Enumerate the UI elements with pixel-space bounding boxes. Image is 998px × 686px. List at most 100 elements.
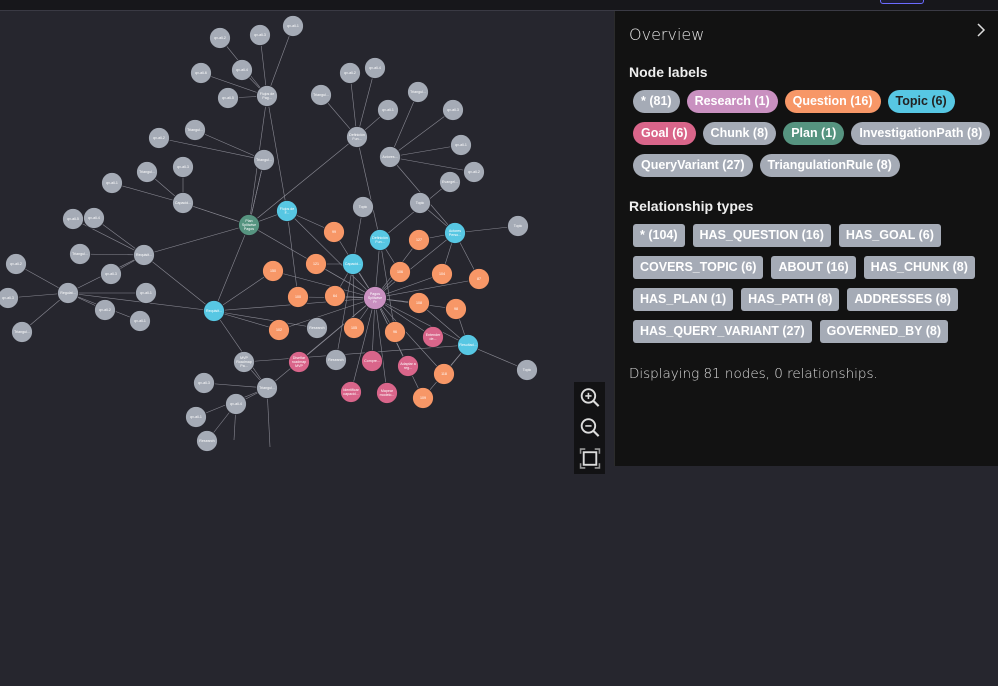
graph-edge[interactable] bbox=[379, 239, 396, 333]
graph-node-goal[interactable]: Mapear modelo... bbox=[376, 382, 398, 404]
relationship-type-chip[interactable]: HAS_GOAL (6) bbox=[838, 224, 941, 247]
relationship-type-chip[interactable]: HAS_QUERY_VARIANT (27) bbox=[633, 320, 812, 343]
graph-edge[interactable] bbox=[143, 254, 215, 312]
graph-node-question[interactable]: 96 bbox=[384, 321, 406, 343]
graph-node-queryvariant[interactable]: qv-all-1 bbox=[450, 134, 472, 156]
graph-edge[interactable] bbox=[389, 144, 462, 158]
graph-edge[interactable] bbox=[248, 136, 358, 226]
graph-node-chunk[interactable]: Topic bbox=[516, 359, 538, 381]
graph-node-topic[interactable]: Actores Perso... bbox=[444, 222, 466, 244]
graph-node-question[interactable]: 150 bbox=[262, 260, 284, 282]
relationship-type-chip[interactable]: GOVERNED_BY (8) bbox=[819, 320, 949, 343]
relationship-type-chip[interactable]: HAS_PATH (8) bbox=[741, 288, 840, 311]
graph-edge[interactable] bbox=[213, 224, 250, 312]
graph-edge[interactable] bbox=[194, 129, 265, 161]
node-label-chip[interactable]: Question (16) bbox=[784, 90, 881, 113]
graph-node-investigationpath[interactable]: Definición Fun... bbox=[346, 126, 368, 148]
graph-node-question[interactable]: 106 bbox=[389, 261, 411, 283]
graph-edge[interactable] bbox=[213, 310, 318, 329]
graph-node-queryvariant[interactable]: qv-all-1 bbox=[282, 15, 304, 37]
node-label-chip[interactable]: Plan (1) bbox=[783, 122, 845, 145]
graph-node-question[interactable]: 99 bbox=[323, 221, 345, 243]
graph-node-plan[interactable]: Plan Splitwise Pagos bbox=[238, 214, 260, 236]
graph-node-investigationpath[interactable]: Flujos de Pag... bbox=[256, 85, 278, 107]
graph-node-queryvariant[interactable]: qv-all-2 bbox=[94, 299, 116, 321]
graph-node-chunk[interactable]: Topic bbox=[352, 196, 374, 218]
graph-edge[interactable] bbox=[182, 202, 250, 226]
graph-node-triangulationrule[interactable]: Triangul... bbox=[407, 81, 429, 103]
graph-node-goal[interactable]: Diseñar roadmap MVP bbox=[288, 351, 310, 373]
graph-node-queryvariant[interactable]: qv-all-6 bbox=[190, 62, 212, 84]
relationship-type-chip[interactable]: COVERS_TOPIC (6) bbox=[633, 256, 764, 279]
node-label-chip[interactable]: QueryVariant (27) bbox=[633, 154, 753, 177]
graph-node-question[interactable]: 108 bbox=[408, 292, 430, 314]
relationship-type-chip[interactable]: HAS_PLAN (1) bbox=[633, 288, 734, 311]
graph-node-topic[interactable]: Requisit... bbox=[203, 300, 225, 322]
graph-node-goal[interactable]: Adaptar a reg... bbox=[397, 355, 419, 377]
graph-edge[interactable] bbox=[213, 270, 274, 312]
node-label-chip[interactable]: Chunk (8) bbox=[702, 122, 777, 145]
graph-node-topic[interactable]: Capacid... bbox=[342, 253, 364, 275]
graph-node-question[interactable]: 102 bbox=[268, 319, 290, 341]
graph-edge[interactable] bbox=[350, 297, 376, 393]
graph-node-topic[interactable]: Resultad... bbox=[457, 334, 479, 356]
graph-edge[interactable] bbox=[213, 310, 280, 331]
graph-edge[interactable] bbox=[374, 297, 445, 375]
graph-node-question[interactable]: 105 bbox=[343, 317, 365, 339]
graph-edge[interactable] bbox=[335, 263, 354, 361]
chevron-right-icon[interactable] bbox=[974, 21, 988, 39]
graph-node-queryvariant[interactable]: qv-all-3 bbox=[249, 24, 271, 46]
node-label-chip[interactable]: Goal (6) bbox=[633, 122, 696, 145]
graph-edge[interactable] bbox=[272, 270, 376, 299]
relationship-type-chip[interactable]: * (104) bbox=[633, 224, 685, 247]
graph-node-question[interactable]: 104 bbox=[431, 263, 453, 285]
graph-edge[interactable] bbox=[213, 310, 268, 389]
graph-edge[interactable] bbox=[374, 297, 388, 394]
fit-to-screen-button[interactable] bbox=[579, 448, 601, 470]
graph-node-triangulationrule[interactable]: Triangul... bbox=[136, 161, 158, 183]
graph-node-triangulationrule[interactable]: Triangul... bbox=[184, 119, 206, 141]
graph-node-question[interactable]: 64 bbox=[324, 285, 346, 307]
graph-canvas[interactable]: Pagos Splitwise Fr Flujos de F... Capacid... D… bbox=[0, 11, 612, 474]
graph-node-investigationpath[interactable]: MVP Roadmap Pa... bbox=[233, 351, 255, 373]
graph-node-queryvariant[interactable]: qv-all-3 bbox=[0, 287, 19, 309]
graph-edge[interactable] bbox=[374, 278, 480, 299]
graph-node-goal[interactable]: Identificar capacid... bbox=[340, 381, 362, 403]
graph-edge[interactable] bbox=[389, 156, 475, 173]
graph-edge[interactable] bbox=[266, 25, 294, 97]
graph-node-queryvariant[interactable]: qv-all-1 bbox=[101, 172, 123, 194]
node-label-chip[interactable]: Research (1) bbox=[686, 90, 778, 113]
relationship-type-chip[interactable]: HAS_CHUNK (8) bbox=[863, 256, 975, 279]
zoom-in-button[interactable] bbox=[579, 386, 601, 408]
graph-edge[interactable] bbox=[374, 232, 456, 299]
graph-node-chunk[interactable]: Topic bbox=[507, 215, 529, 237]
graph-node-chunk[interactable]: Evangel... bbox=[439, 171, 461, 193]
graph-node-investigationpath[interactable]: Regulat... bbox=[57, 282, 79, 304]
graph-node-queryvariant[interactable]: qv-all-1 bbox=[377, 99, 399, 121]
graph-edge[interactable] bbox=[389, 109, 454, 158]
graph-edge[interactable] bbox=[286, 210, 376, 299]
graph-edge[interactable] bbox=[158, 137, 265, 161]
graph-node-question[interactable]: 98 bbox=[445, 298, 467, 320]
graph-edge[interactable] bbox=[143, 224, 250, 256]
graph-edge[interactable] bbox=[200, 72, 268, 97]
graph-edge[interactable] bbox=[72, 218, 145, 256]
graph-node-queryvariant[interactable]: qv-all-1 bbox=[129, 310, 151, 332]
graph-node-question[interactable]: 109 bbox=[412, 387, 434, 409]
graph-edge[interactable] bbox=[286, 210, 299, 298]
graph-node-queryvariant[interactable]: qv-all-1 bbox=[185, 406, 207, 428]
graph-node-triangulationrule[interactable]: Triangul... bbox=[256, 377, 278, 399]
graph-edge[interactable] bbox=[266, 95, 288, 212]
graph-node-question[interactable]: 118 bbox=[433, 363, 455, 385]
relationship-type-chip[interactable]: ADDRESSES (8) bbox=[847, 288, 958, 311]
graph-node-queryvariant[interactable]: qv-all-3 bbox=[172, 156, 194, 178]
graph-node-chunk[interactable]: Research bbox=[325, 349, 347, 371]
graph-node-queryvariant[interactable]: qv-all-2 bbox=[148, 127, 170, 149]
graph-node-queryvariant[interactable]: qv-all-4 bbox=[225, 393, 247, 415]
node-label-chip[interactable]: TriangulationRule (8) bbox=[759, 154, 900, 177]
graph-node-chunk[interactable]: Research bbox=[306, 317, 328, 339]
graph-node-triangulationrule[interactable]: Triangul... bbox=[310, 84, 332, 106]
graph-node-triangulationrule[interactable]: Triangul... bbox=[253, 149, 275, 171]
node-label-chip[interactable]: Topic (6) bbox=[887, 90, 955, 113]
graph-node-question[interactable]: 127 bbox=[408, 229, 430, 251]
